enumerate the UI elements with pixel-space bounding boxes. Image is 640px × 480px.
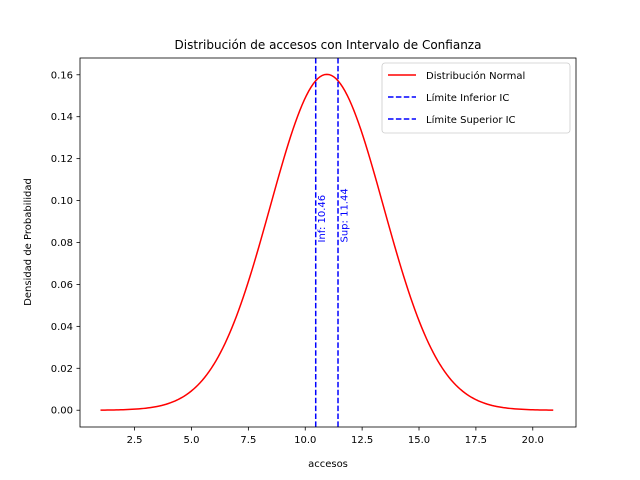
y-tick-label: 0.12 — [51, 154, 73, 165]
y-tick-label: 0.08 — [51, 238, 73, 249]
ci-lower-label: Inf: 10.46 — [317, 195, 328, 243]
x-tick-label: 12.5 — [351, 435, 373, 446]
x-axis-label: accesos — [308, 459, 348, 470]
x-tick-label: 5.0 — [184, 435, 200, 446]
legend: Distribución Normal Límite Inferior IC Lím… — [381, 62, 571, 134]
x-tick-label: 17.5 — [465, 435, 487, 446]
legend-entry-ci-lower-label: Límite Inferior IC — [426, 92, 509, 104]
y-tick-label: 0.00 — [51, 406, 73, 417]
legend-entry-ci-upper-label: Límite Superior IC — [426, 114, 516, 126]
series-line-normal — [100, 73, 554, 411]
plot-area: Inf: 10.46 Sup: 11.44 — [100, 58, 554, 427]
chart-title: Distribución de accesos con Intervalo de… — [175, 38, 482, 52]
y-tick-label: 0.14 — [51, 112, 73, 123]
legend-entry-normal-label: Distribución Normal — [426, 70, 525, 82]
y-tick-label: 0.10 — [51, 196, 73, 207]
legend-box — [381, 62, 571, 134]
y-tick-label: 0.16 — [51, 70, 73, 81]
y-axis: 0.00 0.02 0.04 0.06 0.08 0.10 0.12 0.14 0.16 — [51, 70, 80, 417]
x-tick-label: 2.5 — [127, 435, 143, 446]
y-tick-label: 0.02 — [51, 364, 73, 375]
ci-upper-label: Sup: 11.44 — [340, 188, 351, 242]
x-tick-label: 20.0 — [522, 435, 544, 446]
x-axis: 2.5 5.0 7.5 10.0 12.5 15.0 17.5 20.0 — [127, 427, 544, 446]
y-tick-label: 0.04 — [51, 322, 73, 333]
x-tick-label: 7.5 — [240, 435, 256, 446]
y-axis-label: Densidad de Probabilidad — [23, 178, 34, 306]
x-tick-label: 15.0 — [408, 435, 430, 446]
x-tick-label: 10.0 — [294, 435, 316, 446]
y-tick-label: 0.06 — [51, 280, 73, 291]
